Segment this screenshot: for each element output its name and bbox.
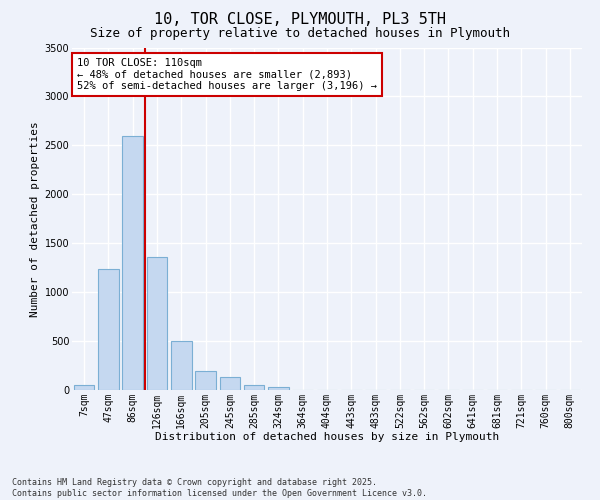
- Text: 10, TOR CLOSE, PLYMOUTH, PL3 5TH: 10, TOR CLOSE, PLYMOUTH, PL3 5TH: [154, 12, 446, 28]
- Bar: [220, 377, 240, 390]
- Text: Contains HM Land Registry data © Crown copyright and database right 2025.
Contai: Contains HM Land Registry data © Crown c…: [12, 478, 427, 498]
- Bar: [74, 385, 94, 390]
- Bar: [268, 387, 289, 390]
- Bar: [98, 268, 119, 390]
- Bar: [171, 341, 191, 390]
- X-axis label: Distribution of detached houses by size in Plymouth: Distribution of detached houses by size …: [155, 432, 499, 442]
- Bar: [195, 371, 216, 390]
- Bar: [122, 136, 143, 390]
- Y-axis label: Number of detached properties: Number of detached properties: [31, 121, 40, 316]
- Bar: [244, 385, 265, 390]
- Text: 10 TOR CLOSE: 110sqm
← 48% of detached houses are smaller (2,893)
52% of semi-de: 10 TOR CLOSE: 110sqm ← 48% of detached h…: [77, 58, 377, 91]
- Text: Size of property relative to detached houses in Plymouth: Size of property relative to detached ho…: [90, 28, 510, 40]
- Bar: [146, 257, 167, 390]
